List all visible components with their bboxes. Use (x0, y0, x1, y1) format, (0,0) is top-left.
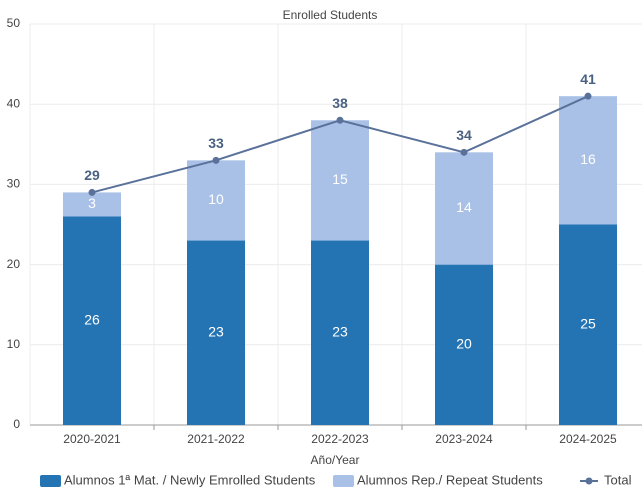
line-point (460, 148, 468, 156)
chart-title: Enrolled Students (283, 8, 378, 22)
x-axis-label: Año/Year (311, 453, 360, 467)
data-label: 38 (332, 95, 348, 111)
data-label: 33 (208, 135, 224, 151)
x-tick-label: 2021-2022 (187, 432, 245, 446)
bar (559, 224, 617, 425)
legend-label: Alumnos 1ª Mat. / Newly Emrolled Student… (64, 472, 316, 487)
y-tick-label: 30 (7, 177, 21, 191)
y-tick-label: 0 (13, 417, 20, 431)
data-label: 25 (580, 315, 596, 331)
data-label: 20 (456, 336, 472, 352)
x-tick-label: 2024-2025 (559, 432, 617, 446)
data-label: 41 (580, 71, 596, 87)
bar (187, 240, 245, 425)
line-point (88, 188, 96, 196)
y-tick-label: 40 (7, 96, 21, 110)
legend-label: Alumnos Rep./ Repeat Students (357, 472, 543, 487)
data-label: 15 (332, 171, 348, 187)
bar (559, 96, 617, 225)
line-point (584, 92, 592, 100)
bar (435, 264, 493, 425)
data-label: 16 (580, 151, 596, 167)
data-label: 14 (456, 199, 472, 215)
x-tick-label: 2023-2024 (435, 432, 493, 446)
line-point (212, 156, 220, 164)
x-tick-label: 2020-2021 (63, 432, 121, 446)
line-point (336, 116, 344, 124)
bar (187, 160, 245, 241)
legend-label: Total (604, 472, 632, 487)
legend-swatch (40, 475, 61, 487)
data-label: 10 (208, 191, 224, 207)
legend-swatch (333, 475, 354, 487)
data-label: 34 (456, 127, 472, 143)
y-tick-label: 50 (7, 16, 21, 30)
data-label: 26 (84, 311, 100, 327)
data-label: 23 (208, 323, 224, 339)
legend-marker (585, 477, 593, 485)
x-tick-label: 2022-2023 (311, 432, 369, 446)
data-label: 3 (88, 195, 96, 211)
bar (435, 152, 493, 265)
bar (311, 120, 369, 241)
bar (63, 216, 121, 425)
bar (63, 192, 121, 217)
bar (311, 240, 369, 425)
y-tick-label: 20 (7, 257, 21, 271)
y-tick-label: 10 (7, 337, 21, 351)
data-label: 23 (332, 323, 348, 339)
data-label: 29 (84, 167, 100, 183)
